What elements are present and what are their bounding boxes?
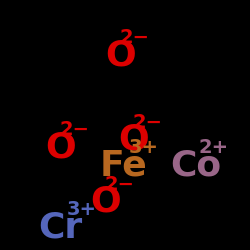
Text: 3+: 3+ [66,200,96,219]
Text: O: O [118,123,149,157]
Text: 2−: 2− [132,113,162,132]
Text: 2+: 2+ [198,138,229,157]
Text: 3+: 3+ [128,138,158,157]
Text: 2−: 2− [104,175,134,194]
Text: 2−: 2− [59,120,89,139]
Text: O: O [90,185,121,219]
Text: 2−: 2− [119,28,149,47]
Text: Cr: Cr [38,210,82,244]
Text: O: O [105,38,136,72]
Text: Fe: Fe [100,148,148,182]
Text: Co: Co [170,148,221,182]
Text: O: O [45,130,76,164]
